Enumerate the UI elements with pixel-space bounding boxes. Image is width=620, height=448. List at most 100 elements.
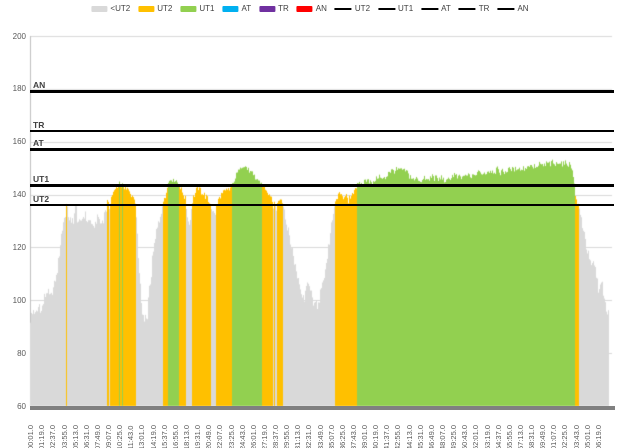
x-axis-tick-label: 11:43.0: [126, 425, 136, 448]
legend-color-swatch-icon: [91, 5, 108, 12]
x-axis-tick-label: 02:37.0: [48, 424, 58, 448]
legend-line-swatch-icon: [497, 7, 515, 10]
x-axis-tick-label: 03:55.0: [59, 424, 69, 448]
threshold-line-ut1: [30, 184, 614, 187]
x-axis-tick-label: 22:07.0: [215, 424, 225, 448]
legend-item-area-ut1: UT1: [180, 4, 214, 13]
x-axis-tick-label: 42:55.0: [393, 424, 403, 448]
x-axis-tick-label: 20:49.0: [204, 424, 214, 448]
x-axis-tick-label: 29:55.0: [282, 424, 292, 448]
legend-color-swatch-icon: [259, 5, 276, 12]
x-axis-tick-label: 55:55.0: [504, 424, 514, 448]
legend-item-label: AN: [315, 4, 327, 13]
x-axis-tick-label: 07:49.0: [92, 424, 102, 448]
threshold-label-at: AT: [33, 138, 44, 149]
legend-item-area-tr: TR: [259, 4, 289, 13]
x-axis-tick-label: 52:01.0: [471, 424, 481, 448]
x-axis-tick-label: 44:13.0: [404, 424, 414, 448]
legend-item-line-at: AT: [421, 4, 451, 13]
y-axis-tick-label: 180: [12, 84, 26, 94]
x-axis-tick-label: 35:07.0: [326, 424, 336, 448]
legend-item-label: TR: [278, 4, 289, 13]
threshold-line-tr: [30, 129, 614, 133]
x-axis-tick-label: 06:19.0: [593, 424, 603, 448]
legend-item-area-an: AN: [296, 4, 327, 13]
y-axis-tick-label: 160: [12, 137, 26, 147]
threshold-label-an: AN: [33, 80, 46, 90]
x-axis-tick-label: 09:07.0: [104, 424, 114, 448]
legend-color-swatch-icon: [138, 5, 155, 12]
legend-line-swatch-icon: [458, 7, 476, 10]
legend-item-line-ut2: UT2: [334, 4, 371, 13]
chart-legend: <UT2 UT2 UT1 AT TR AN UT2 UT1 AT TR AN: [91, 4, 529, 13]
threshold-line-at: [30, 148, 614, 151]
threshold-label-ut1: UT1: [33, 173, 50, 184]
x-axis-tick-label: 14:19.0: [148, 424, 158, 448]
x-axis-tick-label: 49:25.0: [449, 424, 459, 448]
x-axis-tick-label: 05:01.0: [582, 424, 592, 448]
legend-item-label: UT1: [199, 4, 215, 13]
x-axis-tick-label: 03:43.0: [571, 424, 581, 448]
legend-item-label: UT1: [398, 4, 414, 13]
x-axis-tick-label: 13:01.0: [137, 424, 147, 448]
x-axis-tick-label: 28:37.0: [271, 424, 281, 448]
x-axis-tick-label: 54:37.0: [493, 424, 503, 448]
legend-item-label: AT: [241, 4, 252, 13]
y-axis-tick-label: 140: [12, 190, 26, 200]
x-axis-tick-label: 24:43.0: [237, 424, 247, 448]
y-axis-tick-label: 60: [17, 401, 26, 411]
x-axis-tick-label: 27:19.0: [259, 424, 269, 448]
x-axis-tick-label: 15:37.0: [159, 424, 169, 448]
x-axis-tick-label: 18:13.0: [181, 424, 191, 448]
legend-item-area-lt-ut2: <UT2: [91, 4, 130, 13]
x-axis-bar: [30, 406, 615, 410]
legend-item-label: <UT2: [110, 4, 131, 13]
x-axis-tick-label: 36:25.0: [337, 424, 347, 448]
x-axis-tick-label: 19:31.0: [193, 424, 203, 448]
x-axis-tick-label: 16:55.0: [170, 424, 180, 448]
legend-color-swatch-icon: [222, 5, 239, 12]
legend-item-area-ut2: UT2: [138, 4, 172, 13]
legend-item-label: UT2: [157, 4, 173, 13]
x-axis-tick-label: 01:07.0: [549, 424, 559, 448]
legend-item-label: AT: [441, 4, 451, 13]
x-axis-tick-label: 57:13.0: [515, 424, 525, 448]
x-axis-tick-label: 46:49.0: [426, 424, 436, 448]
legend-color-swatch-icon: [180, 5, 197, 12]
legend-item-line-tr: TR: [458, 4, 490, 13]
y-axis-tick-label: 120: [12, 242, 26, 252]
threshold-label-ut2: UT2: [33, 193, 50, 204]
x-axis-tick-label: 23:25.0: [226, 424, 236, 448]
x-axis-tick-label: 33:49.0: [315, 424, 325, 448]
x-axis-tick-label: 58:31.0: [527, 424, 537, 448]
x-axis-tick-label: 26:01.0: [248, 424, 258, 448]
x-axis-tick-label: 00:01.0: [26, 424, 36, 448]
y-axis-tick-label: 100: [12, 295, 26, 305]
legend-item-area-at: AT: [222, 4, 251, 13]
threshold-label-tr: TR: [33, 119, 45, 130]
legend-line-swatch-icon: [378, 7, 396, 10]
x-axis-tick-label: 40:19.0: [371, 424, 381, 448]
y-axis-tick-label: 200: [12, 31, 26, 41]
x-axis-tick-label: 41:37.0: [382, 424, 392, 448]
x-axis-tick-label: 50:43.0: [460, 424, 470, 448]
x-axis-tick-label: 45:31.0: [415, 424, 425, 448]
legend-color-swatch-icon: [296, 5, 313, 12]
legend-item-label: TR: [478, 4, 490, 13]
x-axis-tick-label: 31:13.0: [293, 424, 303, 448]
x-axis-tick-label: 59:49.0: [538, 424, 548, 448]
x-axis-tick-label: 01:19.0: [37, 424, 47, 448]
y-axis-tick-label: 80: [17, 348, 26, 358]
legend-item-label: AN: [517, 4, 529, 13]
legend-item-label: UT2: [354, 4, 371, 13]
x-axis-tick-label: 06:31.0: [81, 424, 91, 448]
x-axis-tick-label: 39:01.0: [360, 424, 370, 448]
legend-item-line-an: AN: [497, 4, 529, 13]
x-axis-tick-label: 37:43.0: [348, 424, 358, 448]
x-axis-tick-label: 48:07.0: [438, 424, 448, 448]
x-axis-tick-label: 02:25.0: [560, 424, 570, 448]
x-axis-tick-label: 05:13.0: [70, 424, 80, 448]
legend-line-swatch-icon: [334, 7, 352, 10]
